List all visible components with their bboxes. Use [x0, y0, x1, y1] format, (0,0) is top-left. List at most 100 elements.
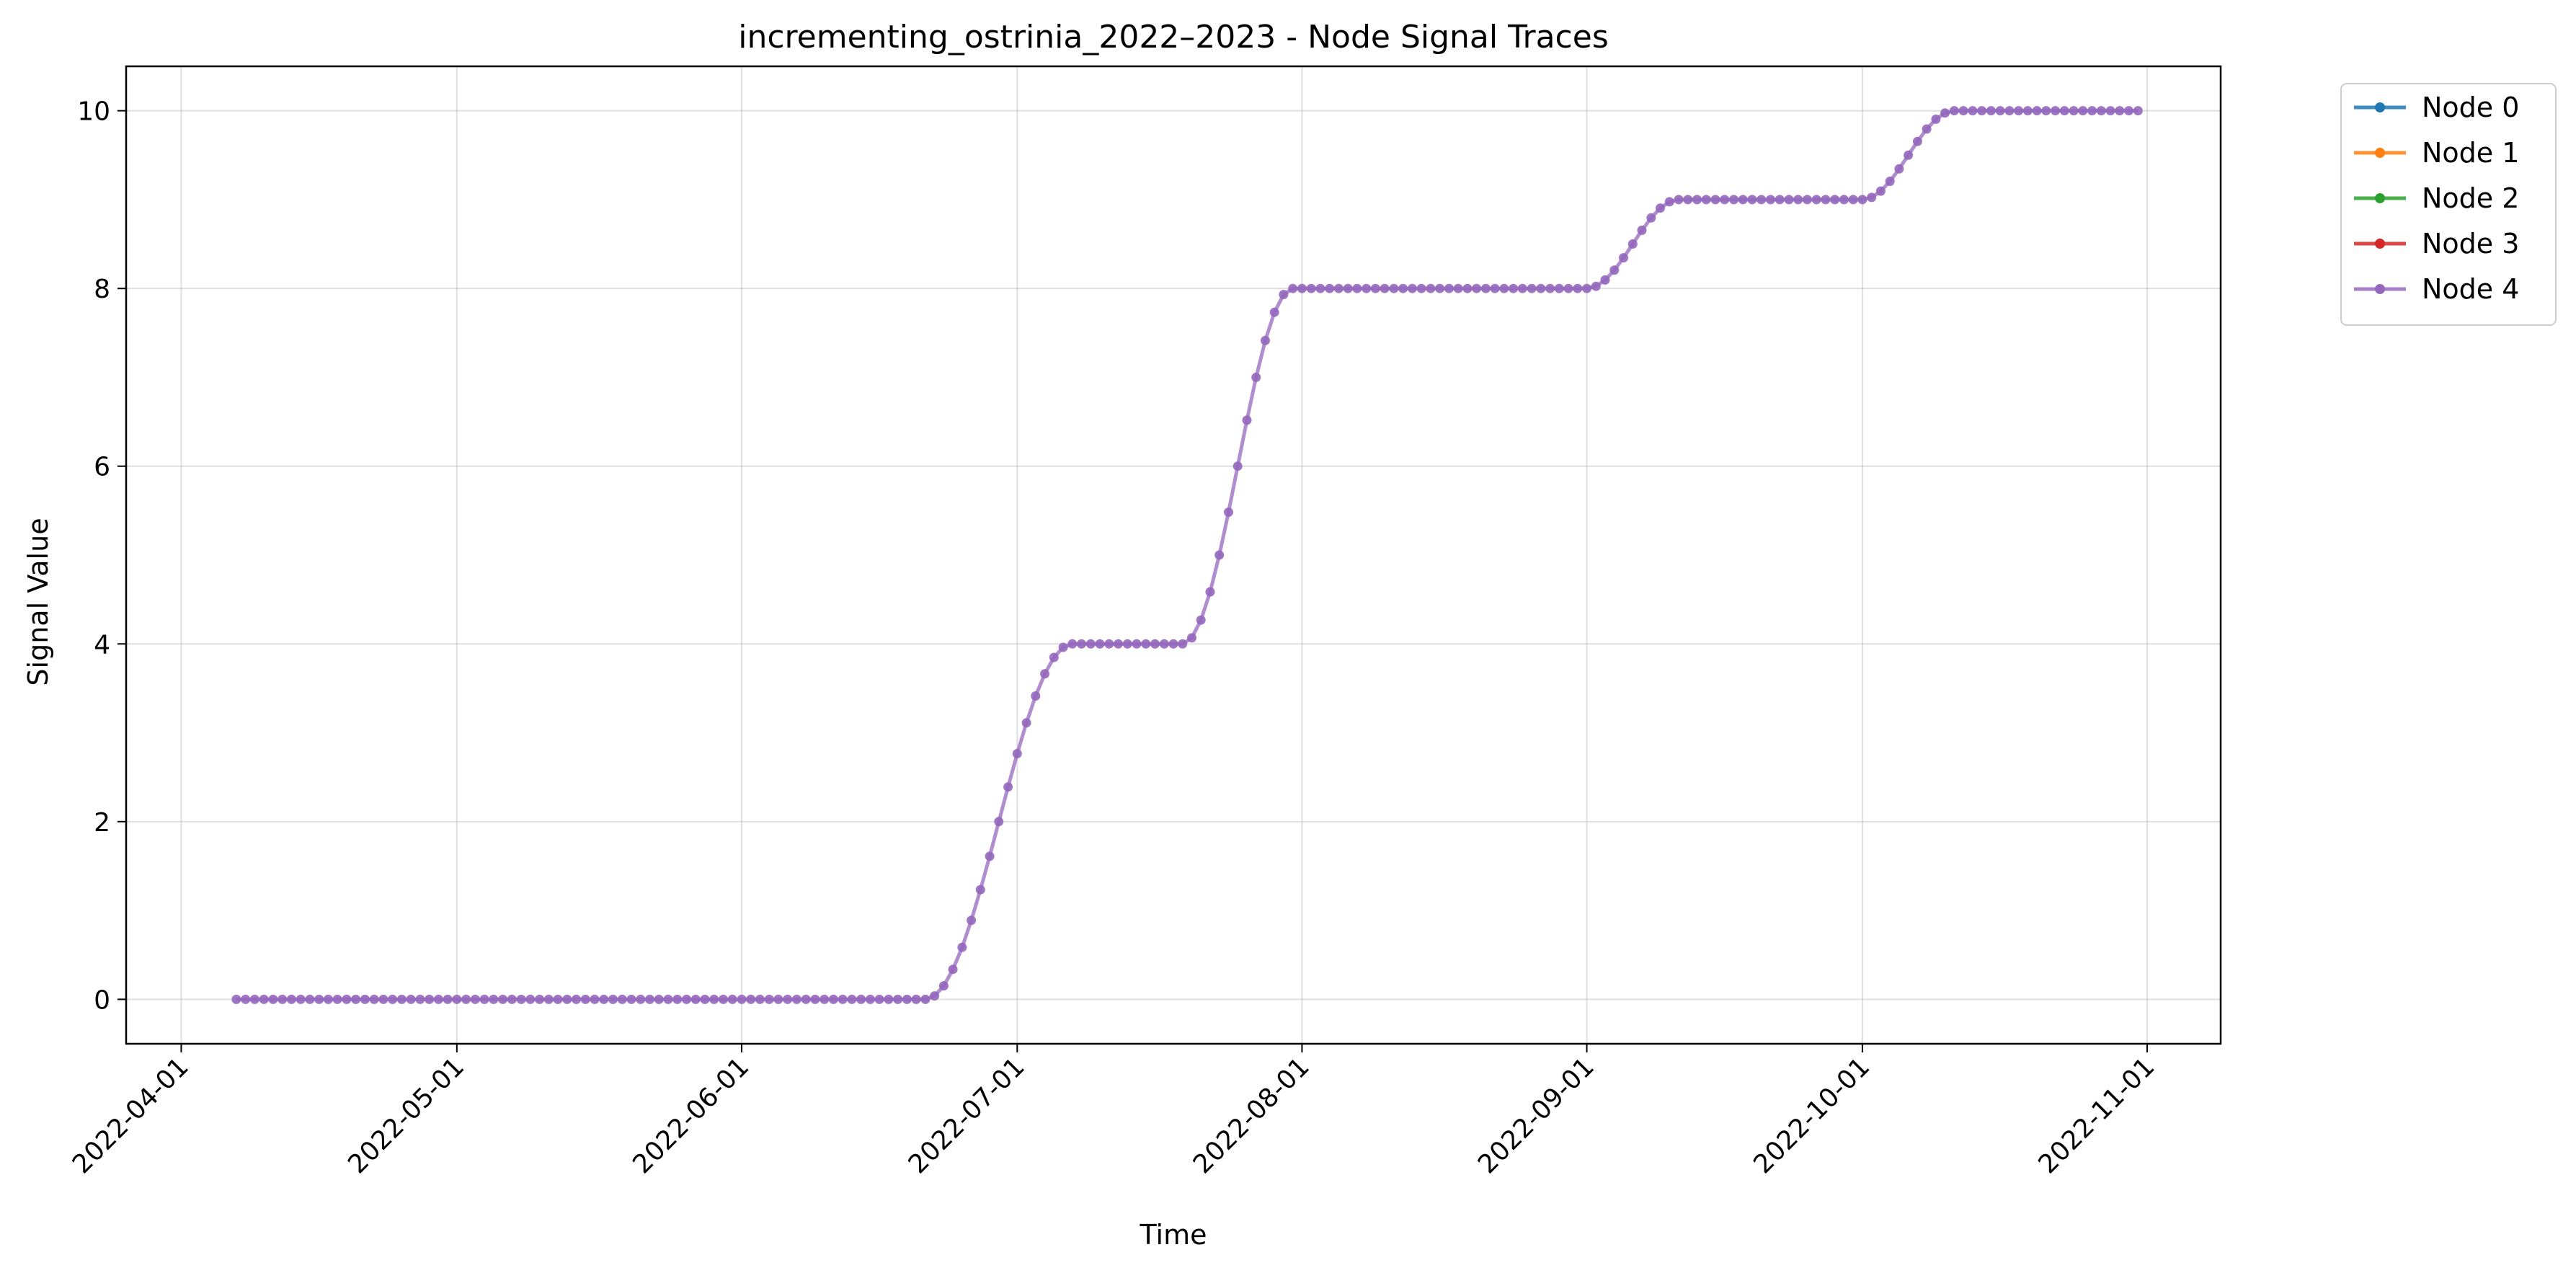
data-point	[1875, 186, 1886, 196]
data-point	[2115, 106, 2125, 116]
data-point	[783, 994, 793, 1004]
data-point	[1021, 718, 1031, 728]
data-point	[461, 994, 471, 1004]
x-axis-label: Time	[1140, 1219, 1207, 1251]
y-tick-label: 8	[94, 275, 110, 304]
data-point	[415, 994, 425, 1004]
data-point	[580, 994, 590, 1004]
data-point	[1196, 615, 1206, 625]
data-point	[801, 994, 811, 1004]
data-point	[1362, 283, 1372, 293]
data-point	[489, 994, 499, 1004]
legend-box	[2340, 83, 2557, 326]
data-point	[1710, 195, 1720, 205]
data-point	[1627, 239, 1638, 249]
x-tick-label: 2022-11-01	[2033, 1052, 2160, 1179]
data-point	[1352, 283, 1362, 293]
data-point	[1095, 639, 1105, 649]
data-point	[286, 994, 296, 1004]
x-tick-label: 2022-04-01	[67, 1052, 195, 1179]
data-point	[259, 994, 269, 1004]
data-point	[360, 994, 370, 1004]
data-point	[1554, 283, 1564, 293]
data-point	[911, 994, 921, 1004]
data-point	[930, 991, 940, 1001]
data-point	[507, 994, 517, 1004]
data-point	[388, 994, 398, 1004]
data-point	[1656, 203, 1665, 213]
x-tick-label: 2022-06-01	[627, 1052, 755, 1179]
legend-label: Node 0	[2422, 92, 2519, 123]
data-point	[2124, 106, 2133, 116]
data-point	[516, 994, 526, 1004]
data-point	[1766, 195, 1775, 205]
data-point	[543, 994, 554, 1004]
data-point	[1885, 177, 1895, 186]
data-point	[893, 994, 903, 1004]
data-point	[1251, 373, 1261, 382]
data-point	[1720, 195, 1730, 205]
legend-label: Node 2	[2422, 182, 2519, 214]
data-point	[1517, 283, 1527, 293]
data-point	[847, 994, 857, 1004]
data-point	[1821, 195, 1831, 205]
data-point	[1692, 195, 1702, 205]
data-point	[1187, 633, 1196, 643]
data-point	[1224, 507, 1233, 517]
data-point	[1664, 197, 1674, 207]
data-point	[1269, 307, 1279, 317]
data-point	[820, 994, 830, 1004]
data-point	[369, 994, 379, 1004]
data-point	[737, 994, 747, 1004]
data-point	[985, 851, 995, 861]
data-point	[1306, 283, 1316, 293]
data-point	[663, 994, 673, 1004]
data-point	[1003, 782, 1013, 792]
data-point	[1407, 283, 1417, 293]
data-point	[1968, 106, 1978, 116]
series-layer	[231, 106, 2143, 1004]
data-point	[599, 994, 609, 1004]
legend-label: Node 4	[2422, 273, 2519, 305]
data-point	[1894, 164, 1904, 174]
data-point	[957, 942, 967, 952]
data-point	[1949, 106, 1959, 116]
data-point	[1141, 639, 1151, 649]
data-point	[535, 994, 545, 1004]
data-point	[1462, 283, 1473, 293]
data-point	[1701, 195, 1711, 205]
data-point	[1857, 195, 1867, 205]
data-point	[1490, 283, 1500, 293]
data-point	[342, 994, 352, 1004]
data-point	[755, 994, 765, 1004]
data-point	[1931, 114, 1941, 124]
data-point	[1453, 283, 1463, 293]
data-point	[1426, 283, 1436, 293]
data-point	[967, 915, 977, 926]
data-point	[1922, 124, 1932, 134]
data-point	[1049, 652, 1059, 662]
data-point	[617, 994, 627, 1004]
legend-marker	[2375, 102, 2385, 112]
data-point	[323, 994, 333, 1004]
data-point	[1159, 639, 1169, 649]
data-point	[1995, 106, 2005, 116]
data-point	[2059, 106, 2069, 116]
legend-marker	[2375, 284, 2385, 294]
data-point	[1591, 281, 1601, 291]
data-point	[1609, 265, 1620, 275]
plot-frame	[125, 65, 2222, 1045]
data-point	[1756, 195, 1767, 205]
data-point	[305, 994, 315, 1004]
x-tick-label: 2022-08-01	[1188, 1052, 1315, 1179]
data-point	[690, 994, 701, 1004]
data-point	[1646, 213, 1656, 223]
data-point	[1811, 195, 1821, 205]
x-tick-label: 2022-09-01	[1473, 1052, 1600, 1179]
data-point	[1261, 335, 1270, 345]
data-point	[1104, 639, 1114, 649]
data-point	[1058, 642, 1068, 652]
data-point	[396, 994, 407, 1004]
data-point	[1233, 461, 1243, 471]
